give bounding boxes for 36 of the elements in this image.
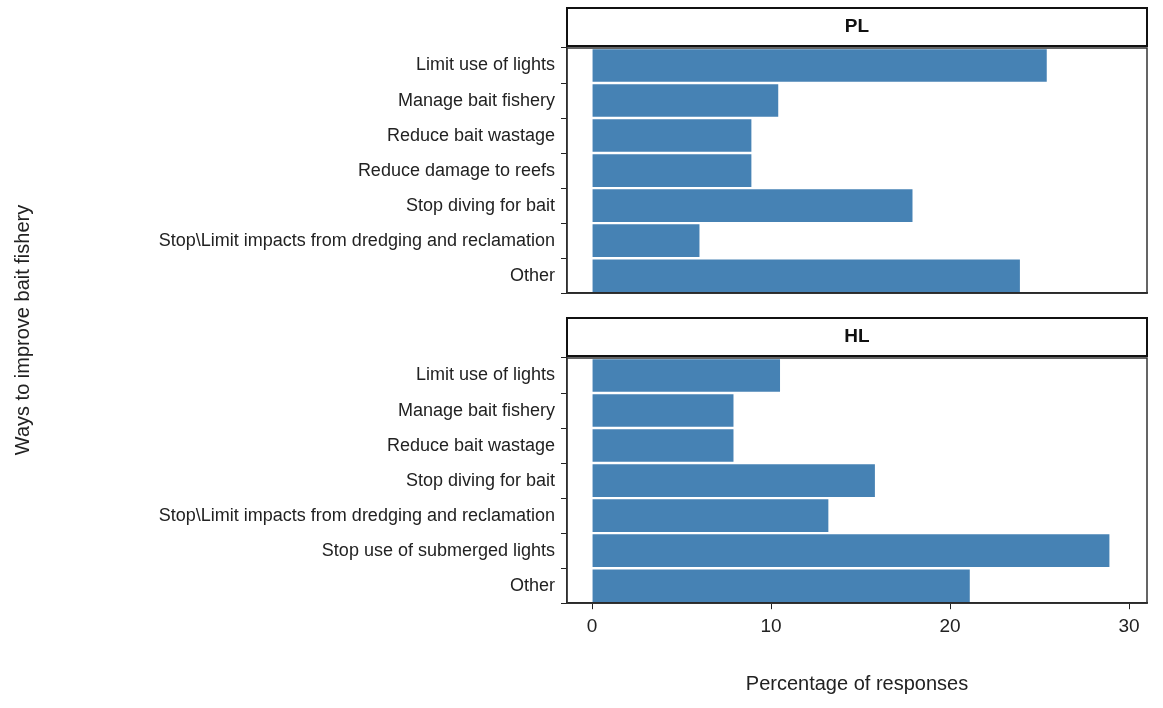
y-tick-label: Reduce bait wastage — [386, 434, 555, 455]
y-tick-label: Stop diving for bait — [405, 469, 555, 490]
bar — [592, 49, 1047, 82]
y-tick-label: Stop use of submerged lights — [321, 539, 555, 560]
bar — [592, 154, 752, 187]
bar — [592, 84, 779, 117]
bar — [592, 359, 781, 392]
bar — [592, 464, 875, 497]
bar — [592, 534, 1110, 567]
x-tick-label: 10 — [760, 614, 782, 636]
y-tick-label: Manage bait fishery — [397, 89, 555, 110]
bar — [592, 569, 970, 602]
y-tick-label: Reduce damage to reefs — [357, 159, 555, 180]
bar — [592, 189, 913, 222]
x-tick-label: 20 — [939, 614, 961, 636]
chart-title: PL — [844, 15, 870, 37]
bar — [592, 394, 734, 427]
bar — [592, 499, 829, 532]
y-tick-label: Manage bait fishery — [397, 399, 555, 420]
y-tick-label: Reduce bait wastage — [386, 124, 555, 145]
y-tick-label: Other — [509, 574, 555, 595]
y-tick-label: Stop\Limit impacts from dredging and reclamation — [158, 229, 555, 250]
y-tick-label: Limit use of lights — [415, 364, 555, 385]
y-tick-label: Stop\Limit impacts from dredging and reclamation — [158, 504, 555, 525]
bar — [592, 224, 700, 257]
y-tick-label: Limit use of lights — [415, 54, 555, 75]
y-tick-label: Other — [509, 264, 555, 285]
bar — [592, 429, 734, 462]
bar — [592, 119, 752, 152]
x-tick-label: 0 — [586, 614, 598, 636]
x-axis-title: Percentage of responses — [745, 671, 969, 694]
y-axis-title: Ways to improve bait fishery — [10, 204, 34, 456]
chart-title: HL — [844, 325, 871, 347]
x-tick-label: 30 — [1118, 614, 1140, 636]
y-tick-label: Stop diving for bait — [405, 194, 555, 215]
bar — [592, 259, 1020, 292]
